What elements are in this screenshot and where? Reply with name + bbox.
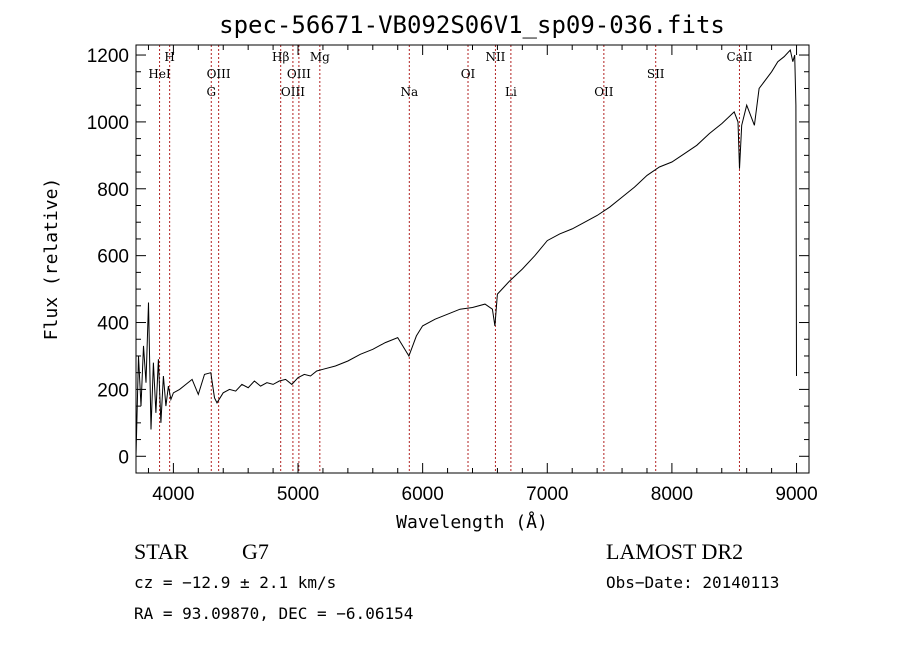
spectral-line-label: OI <box>461 67 476 81</box>
spectral-line-label: SII <box>647 67 665 81</box>
y-tick-label: 0 <box>118 447 129 468</box>
spectral-line-label: OII <box>594 85 614 99</box>
spectral-line-label: NII <box>485 50 505 64</box>
spectrum-series-line <box>135 48 797 457</box>
spectral-line-label: OIII <box>281 85 305 99</box>
x-axis-label: Wavelength (Å) <box>396 511 548 533</box>
redshift-info: cz = −12.9 ± 2.1 km/s <box>134 573 336 592</box>
spectral-line-label: Li <box>505 85 517 99</box>
survey-name: LAMOST DR2 <box>606 539 743 564</box>
y-tick-label: 200 <box>97 380 129 401</box>
object-class: STAR <box>134 539 189 564</box>
y-tick-label: 1000 <box>87 113 129 134</box>
subclass: G7 <box>242 539 269 564</box>
spectral-line-label: G <box>206 85 216 99</box>
y-tick-label: 600 <box>97 247 129 268</box>
y-tick-label: 800 <box>97 180 129 201</box>
spectral-line-label: HeI <box>148 67 171 81</box>
spectral-line-label: H <box>164 50 174 64</box>
chart-title: spec-56671-VB092S06V1_sp09-036.fits <box>219 11 725 39</box>
x-tick-label: 7000 <box>526 484 568 505</box>
x-tick-label: 9000 <box>775 484 817 505</box>
y-axis-label: Flux (relative) <box>41 178 62 341</box>
observation-date: Obs−Date: 20140113 <box>606 573 779 592</box>
plot-frame <box>135 44 810 474</box>
spectral-line-label: CaII <box>727 50 753 64</box>
y-tick-label: 400 <box>97 314 129 335</box>
x-tick-label: 5000 <box>277 484 319 505</box>
x-tick-label: 6000 <box>402 484 444 505</box>
spectral-line-label: Hβ <box>272 50 289 64</box>
spectral-line-label: OIII <box>207 67 231 81</box>
spectral-line-label: Na <box>400 85 418 99</box>
axis-ticks: 4000 5000 6000 7000 8000 9000 0 200 400 600 800 100… <box>87 45 818 505</box>
spectral-line-label: Mg <box>310 50 330 64</box>
y-tick-label: 1200 <box>87 46 129 67</box>
spectral-line-label: OIII <box>287 67 311 81</box>
coordinates: RA = 93.09870, DEC = −6.06154 <box>134 604 413 623</box>
x-tick-label: 8000 <box>651 484 693 505</box>
emission-line-markers: HeI H G OIII Hβ OIII OIII Mg Na OI NII Li OII SII CaII <box>148 45 753 473</box>
x-tick-label: 4000 <box>152 484 194 505</box>
